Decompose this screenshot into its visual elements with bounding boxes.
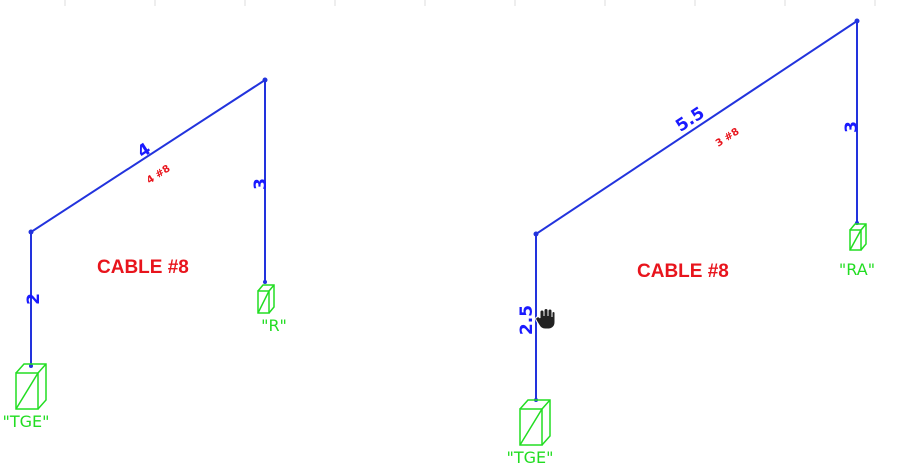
right-start-box-icon[interactable] <box>519 399 551 446</box>
right-vertical-drop-dimension: 2.5 <box>517 305 537 335</box>
right-end-box-icon[interactable] <box>849 223 867 251</box>
left-run[interactable]: 2 4 3 4 #8 CABLE #8 "TGE" "R" <box>3 77 287 432</box>
right-end-box-label: "RA" <box>839 260 875 279</box>
left-end-box-label: "R" <box>261 316 287 335</box>
left-cable-label: CABLE #8 <box>97 257 189 278</box>
top-ruler-ticks <box>64 0 876 6</box>
left-right-drop-dimension: 3 <box>251 178 271 190</box>
right-right-drop-dimension: 3 <box>842 121 862 133</box>
left-end-box-icon[interactable] <box>257 284 275 314</box>
left-conductor-note: 4 #8 <box>145 163 173 186</box>
right-conductor-note: 3 #8 <box>714 126 742 149</box>
hand-cursor-icon <box>535 307 556 330</box>
right-start-box-label: "TGE" <box>507 448 554 467</box>
left-node-corner <box>28 229 34 235</box>
left-diagonal-dimension: 4 <box>134 139 155 162</box>
right-run-wire[interactable] <box>535 19 858 400</box>
left-start-box-label: "TGE" <box>3 412 50 431</box>
right-run[interactable]: 2.5 5.5 3 3 #8 CABLE #8 "TGE" "RA" <box>507 18 876 468</box>
right-cable-label: CABLE #8 <box>637 261 729 282</box>
left-node-bottom <box>29 364 33 368</box>
left-node-top <box>262 77 268 83</box>
left-start-box-icon[interactable] <box>15 363 47 410</box>
right-node-corner <box>533 231 539 237</box>
left-run-wire[interactable] <box>30 78 266 366</box>
right-diagonal-dimension: 5.5 <box>672 103 708 136</box>
right-node-top <box>854 18 860 24</box>
left-vertical-drop-dimension: 2 <box>24 293 44 305</box>
left-node-end <box>263 280 267 284</box>
